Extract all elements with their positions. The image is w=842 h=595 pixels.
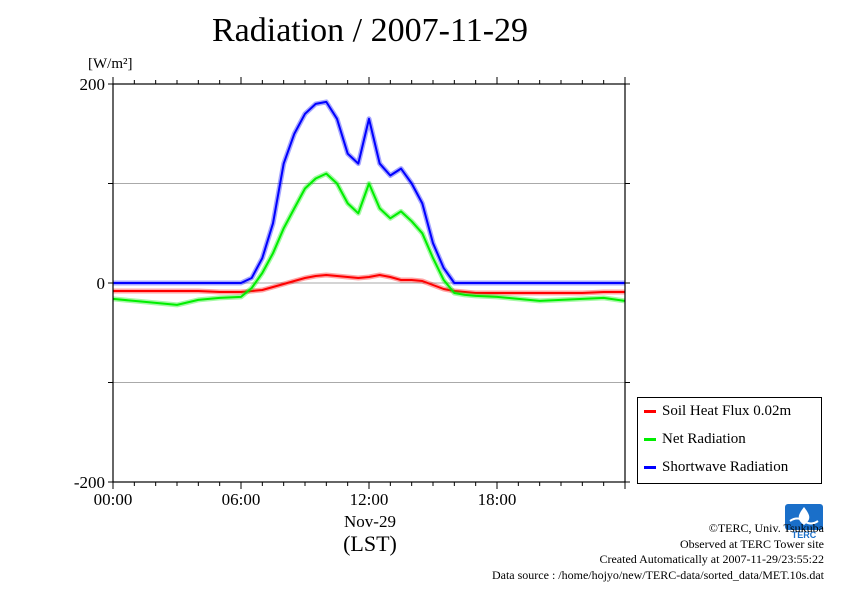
created-text: Created Automatically at 2007-11-29/23:5… — [599, 552, 824, 566]
series-line-0 — [113, 274, 625, 294]
credits-block: ©TERC, Univ. Tsukuba Observed at TERC To… — [492, 521, 824, 583]
legend-swatch — [644, 409, 656, 413]
y-tick-label: -200 — [74, 473, 105, 492]
legend-item-soil-heat-flux: Soil Heat Flux 0.02m — [644, 401, 791, 421]
chart-title: Radiation / 2007-11-29 — [211, 12, 529, 49]
legend-label: Shortwave Radiation — [662, 458, 789, 475]
source-text: Data source : /home/hojyo/new/TERC-data/… — [491, 567, 824, 582]
legend-label: Net Radiation — [662, 430, 746, 447]
legend-swatch — [644, 465, 656, 469]
y-axis-unit: [W/m²] — [88, 56, 133, 72]
x-axis-label: (LST) — [343, 531, 397, 556]
legend-item-shortwave-radiation: Shortwave Radiation — [644, 457, 788, 477]
copyright-text: ©TERC, Univ. Tsukuba — [708, 521, 824, 535]
y-tick-label: 200 — [80, 75, 106, 94]
legend-label: Soil Heat Flux 0.02m — [662, 402, 792, 419]
x-tick-label: 06:00 — [222, 490, 261, 509]
terc-logo-icon: TERC — [785, 504, 823, 539]
legend: Soil Heat Flux 0.02m Net Radiation Short… — [637, 397, 822, 484]
site-text: Observed at TERC Tower site — [679, 536, 824, 551]
series-halo-2 — [113, 99, 625, 286]
series-line-1 — [112, 172, 625, 306]
x-tick-label: 18:00 — [478, 490, 517, 509]
x-tick-label: 12:00 — [350, 490, 389, 509]
legend-swatch — [644, 437, 656, 441]
series-group — [112, 99, 625, 308]
x-axis-date-label: Nov-29 — [344, 512, 396, 531]
series-line-2 — [113, 100, 625, 284]
logo-text: TERC — [792, 530, 817, 539]
x-tick-label: 00:00 — [94, 490, 133, 509]
y-tick-label: 0 — [97, 274, 106, 293]
legend-item-net-radiation: Net Radiation — [644, 429, 746, 449]
